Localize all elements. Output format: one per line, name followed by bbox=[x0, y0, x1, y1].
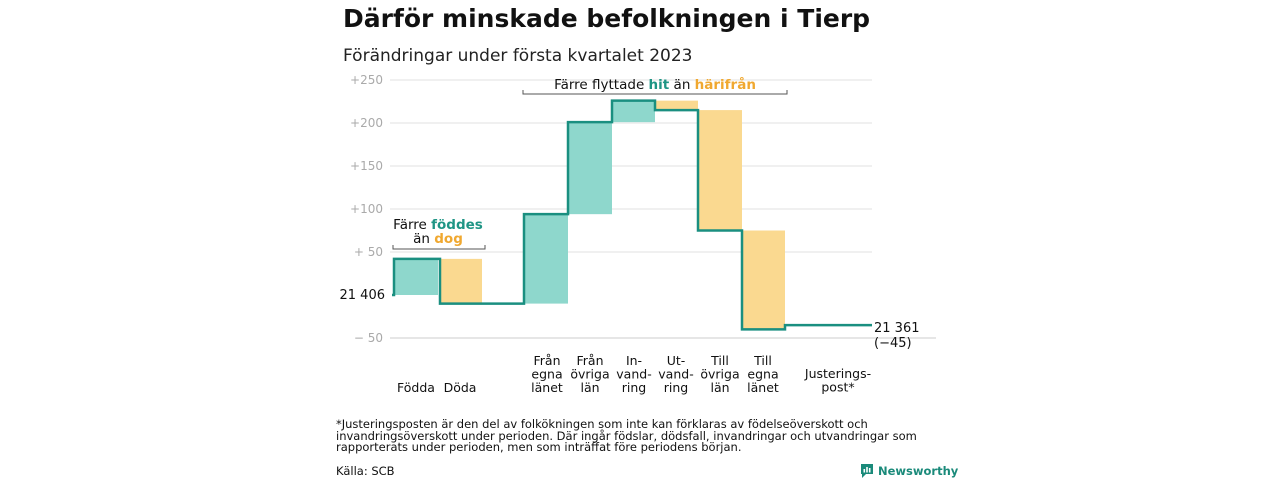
end-value-label: (−45) bbox=[874, 336, 912, 351]
annotation-highlight-orange: härifrån bbox=[695, 76, 756, 93]
footnote: *Justeringsposten är den del av folkökni… bbox=[336, 417, 917, 454]
category-label: Döda bbox=[444, 380, 477, 395]
y-tick-label: +200 bbox=[350, 116, 383, 130]
waterfall-bar bbox=[698, 110, 742, 231]
category-label: Från bbox=[533, 353, 560, 368]
waterfall-bar bbox=[655, 100, 698, 111]
category-label: Till bbox=[710, 353, 729, 368]
category-label: egna bbox=[531, 367, 562, 382]
annotation-text: Färre flyttade bbox=[554, 77, 648, 93]
brand: Newsworthy bbox=[860, 463, 958, 479]
category-label: In- bbox=[626, 353, 642, 368]
category-label: länet bbox=[747, 380, 779, 395]
waterfall-bar bbox=[394, 258, 438, 295]
y-tick-label: +150 bbox=[350, 159, 383, 173]
waterfall-bar bbox=[612, 100, 655, 123]
category-label: övriga bbox=[700, 367, 739, 382]
category-label: Ut- bbox=[667, 353, 686, 368]
running-total-line bbox=[392, 99, 872, 331]
annotation-births-line2: än dog bbox=[413, 231, 463, 247]
category-label: län bbox=[710, 380, 729, 395]
annotation-bracket bbox=[522, 90, 788, 95]
source-note: Källa: SCB bbox=[336, 464, 395, 478]
category-label: Födda bbox=[397, 380, 435, 395]
annotation-migration: Färre flyttade hit än härifrån bbox=[554, 76, 756, 93]
waterfall-bar bbox=[524, 214, 568, 304]
waterfall-bar bbox=[568, 122, 612, 215]
chart-subtitle: Förändringar under första kvartalet 2023 bbox=[343, 46, 693, 66]
category-label: län bbox=[580, 380, 599, 395]
category-label: Från bbox=[576, 353, 603, 368]
brand-name: Newsworthy bbox=[878, 464, 959, 478]
y-tick-label: + 50 bbox=[354, 245, 383, 259]
category-label: ring bbox=[622, 380, 646, 395]
category-label: övriga bbox=[570, 367, 609, 382]
y-tick-label: +100 bbox=[350, 202, 383, 216]
annotation-highlight-orange: dog bbox=[434, 231, 463, 247]
newsworthy-logo-icon bbox=[861, 464, 873, 478]
annotation-highlight-teal: hit bbox=[649, 77, 670, 93]
category-label: Till bbox=[753, 353, 772, 368]
annotation-births-line1: Färre föddes bbox=[393, 217, 483, 233]
waterfall-bar bbox=[742, 230, 785, 330]
category-label: egna bbox=[747, 367, 778, 382]
waterfall-bar bbox=[440, 258, 482, 304]
category-label: vand- bbox=[616, 367, 651, 382]
category-label: Justerings- bbox=[804, 366, 871, 381]
category-label: post* bbox=[821, 380, 854, 395]
end-value-label: 21 361 bbox=[874, 321, 920, 336]
waterfall-chart: +250 +200 +150 +100 + 50 − 50 21 406 21 361(−45… bbox=[340, 73, 936, 395]
chart-title: Därför minskade befolkningen i Tierp bbox=[343, 4, 871, 33]
y-tick-label: − 50 bbox=[354, 331, 383, 345]
category-label: länet bbox=[531, 380, 563, 395]
annotation-bracket bbox=[392, 245, 486, 250]
category-label: vand- bbox=[658, 367, 693, 382]
y-tick-label: +250 bbox=[350, 73, 383, 87]
annotation-highlight-teal: föddes bbox=[431, 217, 483, 233]
annotation-text: än bbox=[669, 77, 694, 93]
annotation-text: än bbox=[413, 231, 434, 247]
annotation-text: Färre bbox=[393, 217, 431, 233]
category-label: ring bbox=[664, 380, 688, 395]
start-value-label: 21 406 bbox=[340, 288, 386, 303]
